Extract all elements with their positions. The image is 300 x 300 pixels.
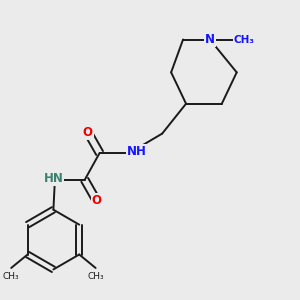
Text: CH₃: CH₃ bbox=[234, 34, 255, 44]
Text: O: O bbox=[92, 194, 102, 207]
Text: N: N bbox=[205, 33, 215, 46]
Text: CH₃: CH₃ bbox=[87, 272, 104, 281]
Text: NH: NH bbox=[127, 145, 147, 158]
Text: O: O bbox=[83, 126, 93, 139]
Text: CH₃: CH₃ bbox=[3, 272, 20, 281]
Text: HN: HN bbox=[44, 172, 63, 185]
